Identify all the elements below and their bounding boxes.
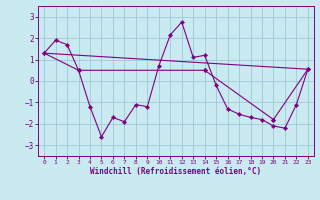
- X-axis label: Windchill (Refroidissement éolien,°C): Windchill (Refroidissement éolien,°C): [91, 167, 261, 176]
